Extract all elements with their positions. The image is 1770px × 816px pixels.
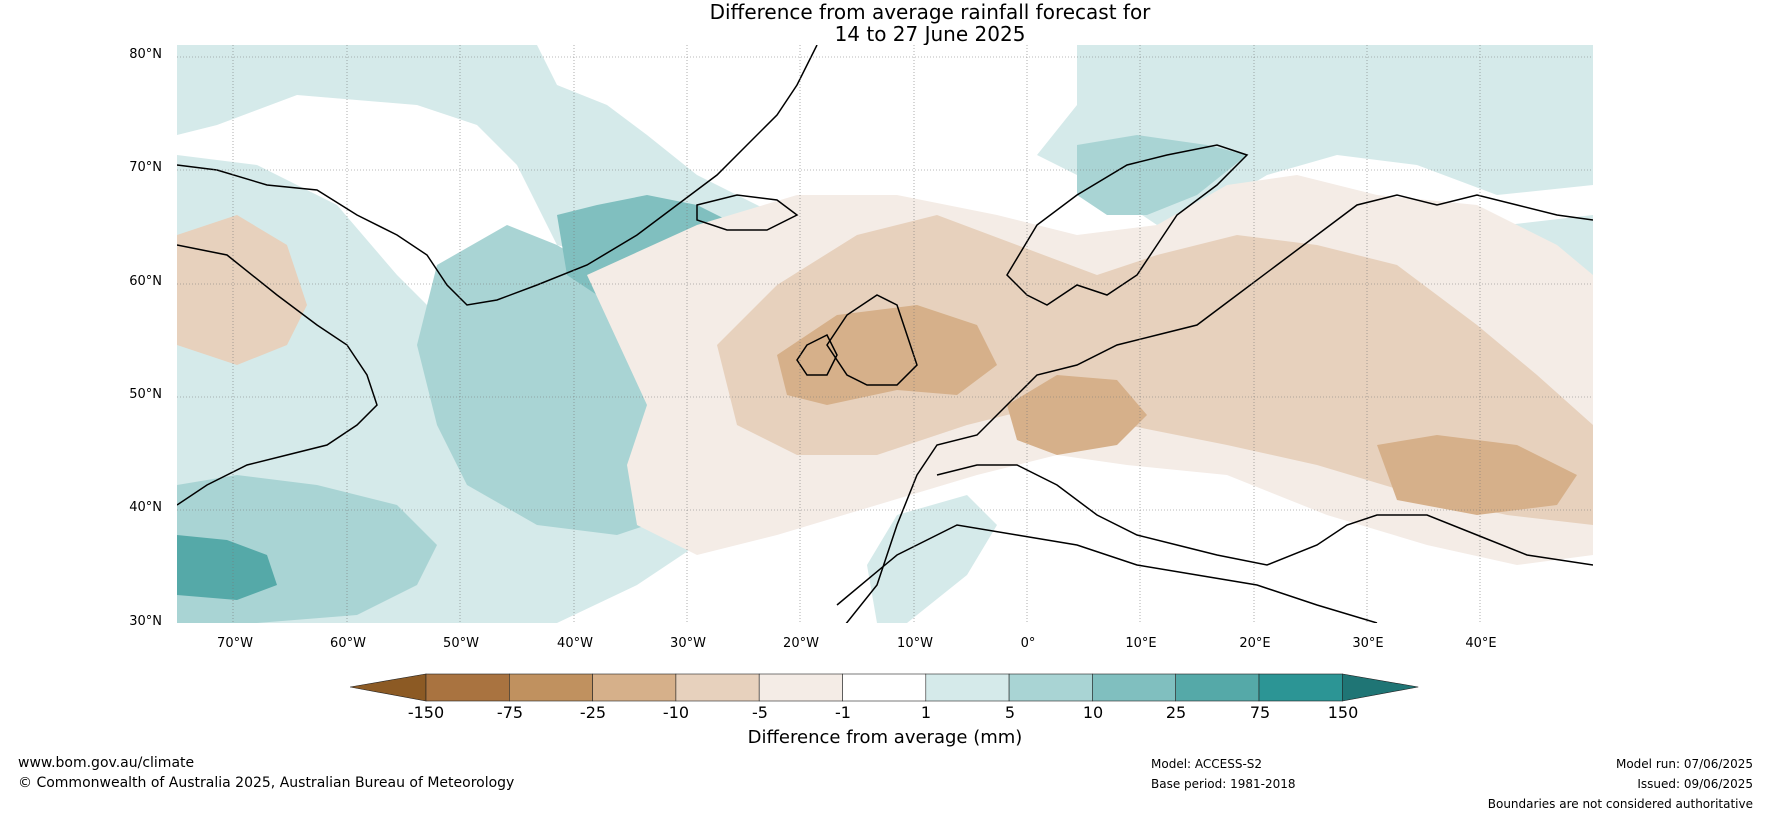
coastlines <box>177 45 1593 623</box>
wet-anomaly-region-southwest-core <box>177 535 277 600</box>
colorbar-tick-label: -150 <box>407 703 445 722</box>
lat-label-60n: 60°N <box>129 274 162 289</box>
colorbar-tick-label: 10 <box>1082 703 1104 722</box>
model-text: Model: ACCESS-S2 <box>1151 757 1263 771</box>
colorbar-extend-high <box>1341 673 1419 702</box>
scandinavia-coastline <box>1006 144 1249 306</box>
lon-label-50w: 50°W <box>443 636 479 651</box>
colorbar-tick-label: -75 <box>496 703 524 722</box>
colorbar-segment <box>509 673 593 702</box>
colorbar-segment <box>592 673 677 702</box>
map-title-line-1: Difference from average rainfall forecas… <box>709 0 1151 24</box>
colorbar <box>350 673 1419 702</box>
lat-label-40n: 40°N <box>129 500 162 515</box>
colorbar-segment <box>675 673 760 702</box>
lon-label-20e: 20°E <box>1239 636 1271 651</box>
colorbar-segment <box>1008 673 1093 702</box>
lat-label-50n: 50°N <box>129 387 162 402</box>
lon-label-0: 0° <box>1020 636 1036 651</box>
iceland-coastline <box>696 194 799 231</box>
lon-label-40e: 40°E <box>1465 636 1497 651</box>
dry-anomaly-region-northwest <box>177 215 307 365</box>
model-run-text: Model run: 07/06/2025 <box>1615 757 1753 771</box>
copyright-text: © Commonwealth of Australia 2025, Austra… <box>18 775 515 791</box>
colorbar-segment <box>1092 673 1177 702</box>
dry-anomaly-region-atlantic-europe-mid <box>717 215 1593 525</box>
colorbar-segment <box>842 673 927 702</box>
disclaimer-text: Boundaries are not considered authoritat… <box>1487 797 1753 811</box>
lon-label-40w: 40°W <box>557 636 593 651</box>
greenland-coastline <box>177 45 818 306</box>
lat-label-70n: 70°N <box>129 160 162 175</box>
lon-label-60w: 60°W <box>330 636 366 651</box>
lon-label-10e: 10°E <box>1125 636 1157 651</box>
colorbar-label: Difference from average (mm) <box>747 727 1023 748</box>
ireland-coastline <box>796 333 838 376</box>
colorbar-tick-label: -10 <box>662 703 690 722</box>
lon-label-10w: 10°W <box>897 636 933 651</box>
colorbar-segment <box>758 673 843 702</box>
colorbar-tick-label: -25 <box>579 703 607 722</box>
north-africa-coastline <box>836 524 1378 623</box>
lon-label-70w: 70°W <box>217 636 253 651</box>
graticule <box>177 45 1593 623</box>
colorbar-segment <box>1258 673 1343 702</box>
colorbar-tick-label: 25 <box>1165 703 1187 722</box>
dry-anomaly-region-black-sea <box>1377 435 1577 515</box>
colorbar-segment <box>925 673 1010 702</box>
wet-anomaly-region-scandinavia-coast <box>1077 135 1247 215</box>
europe-coastline <box>845 194 1593 623</box>
lat-label-30n: 30°N <box>129 614 162 629</box>
colorbar-tick-label: -5 <box>752 703 768 722</box>
colorbar-tick-label: -1 <box>835 703 851 722</box>
colorbar-tick-label: 150 <box>1327 703 1359 722</box>
colorbar-extend-low <box>350 673 427 702</box>
lat-label-80n: 80°N <box>129 47 162 62</box>
base-period-text: Base period: 1981-2018 <box>1151 777 1296 791</box>
rainfall-anomaly-map <box>177 45 1593 623</box>
labrador-coastline <box>177 244 378 506</box>
colorbar-segment <box>1175 673 1260 702</box>
issued-text: Issued: 09/06/2025 <box>1637 777 1753 791</box>
mediterranean-coastline <box>936 464 1593 566</box>
lon-label-30w: 30°W <box>670 636 706 651</box>
colorbar-tick-label: 5 <box>1004 703 1016 722</box>
website-link[interactable]: www.bom.gov.au/climate <box>18 755 195 771</box>
colorbar-tick-label: 75 <box>1249 703 1271 722</box>
colorbar-tick-label: 1 <box>920 703 932 722</box>
colorbar-segment <box>425 673 510 702</box>
map-title-line-2: 14 to 27 June 2025 <box>834 22 1026 46</box>
dry-anomaly-region-uk-core <box>777 305 997 405</box>
lon-label-30e: 30°E <box>1352 636 1384 651</box>
lon-label-20w: 20°W <box>783 636 819 651</box>
uk-coastline <box>826 294 918 386</box>
dry-anomaly-region-central-europe <box>1007 375 1147 455</box>
